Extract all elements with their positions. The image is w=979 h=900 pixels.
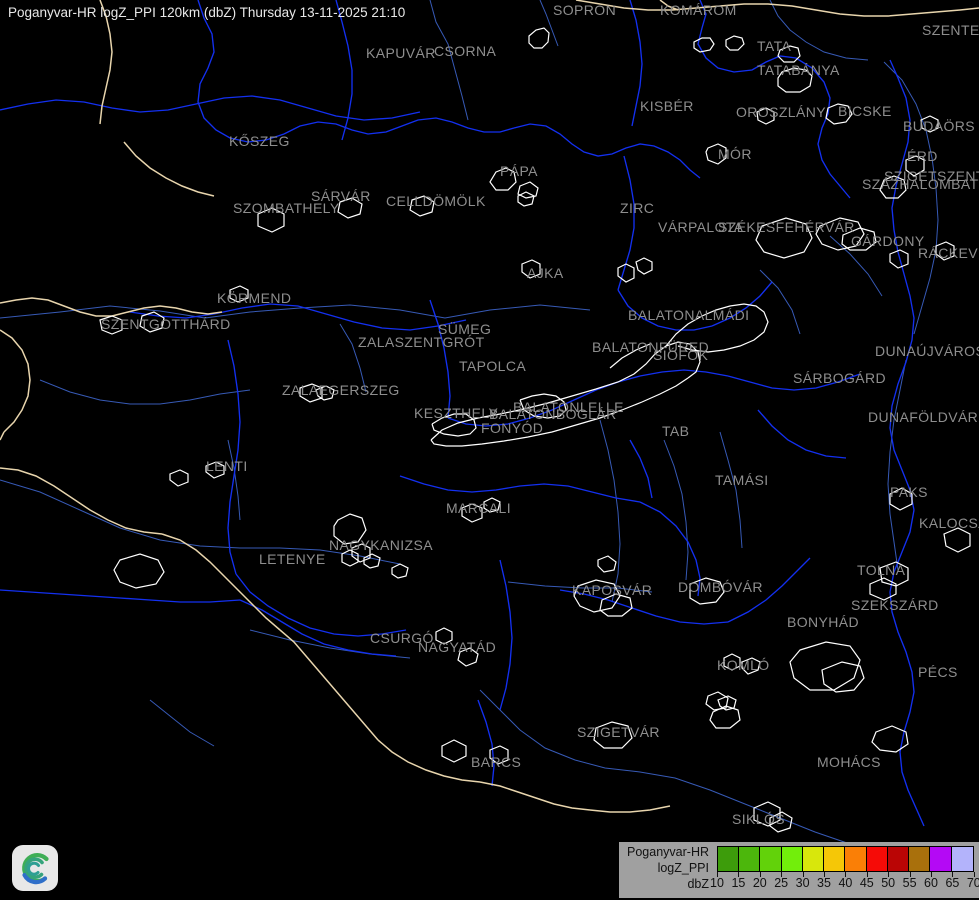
tick-label: 20: [752, 876, 767, 890]
tick-label: 15: [731, 876, 746, 890]
tick-label: 60: [924, 876, 938, 890]
tick-mark: [802, 872, 804, 877]
city-outlines: [99, 27, 971, 833]
major-rivers: [0, 0, 925, 827]
tick-label: 65: [945, 876, 960, 890]
tick-mark: [845, 872, 847, 877]
tick-mark: [952, 872, 954, 877]
color-swatch: [781, 847, 803, 871]
tick-mark: [824, 872, 825, 877]
legend-line-3: dbZ: [687, 877, 709, 891]
logo-swirl: [22, 853, 49, 885]
color-scale-ticks: 10 15 20 25 30 35 40 45 50 55 60 65 70: [710, 872, 979, 894]
tick-label: 70: [966, 876, 979, 890]
color-swatch: [951, 847, 973, 871]
tick-label: 40: [838, 876, 853, 890]
color-swatch: [887, 847, 910, 871]
page-title: Poganyvar-HR logZ_PPI 120km (dbZ) Thursd…: [8, 5, 406, 20]
color-swatch: [760, 847, 782, 871]
tick-label: 55: [902, 876, 917, 890]
tick-label: 35: [817, 876, 831, 890]
tick-mark: [738, 872, 740, 877]
color-swatch: [930, 847, 952, 871]
color-swatch: [866, 847, 888, 871]
color-swatch: [739, 847, 761, 871]
legend-line-1: Poganyvar-HR: [627, 845, 709, 859]
tick-mark: [717, 872, 718, 877]
color-scale-bar: [717, 846, 974, 872]
legend-panel: Poganyvar-HR logZ_PPI dbZ 10 15 20 25 30 35 40…: [619, 842, 979, 898]
tick-mark: [909, 872, 911, 877]
swirl-logo: [12, 845, 58, 891]
tick-mark: [759, 872, 761, 877]
tick-label: 25: [774, 876, 789, 890]
color-swatch: [824, 847, 846, 871]
color-swatch: [845, 847, 867, 871]
legend-line-2: logZ_PPI: [657, 861, 709, 875]
tick-mark: [973, 872, 975, 877]
tick-label: 45: [859, 876, 874, 890]
tick-mark: [888, 872, 890, 877]
tick-label: 30: [795, 876, 810, 890]
tick-mark: [866, 872, 868, 877]
color-swatch: [909, 847, 931, 871]
tick-label: 50: [881, 876, 896, 890]
tick-label: 10: [710, 876, 724, 890]
tick-mark: [781, 872, 783, 877]
color-swatch: [718, 847, 740, 871]
legend-caption: Poganyvar-HR logZ_PPI dbZ: [623, 844, 709, 892]
tick-mark: [931, 872, 932, 877]
color-swatch: [802, 847, 825, 871]
